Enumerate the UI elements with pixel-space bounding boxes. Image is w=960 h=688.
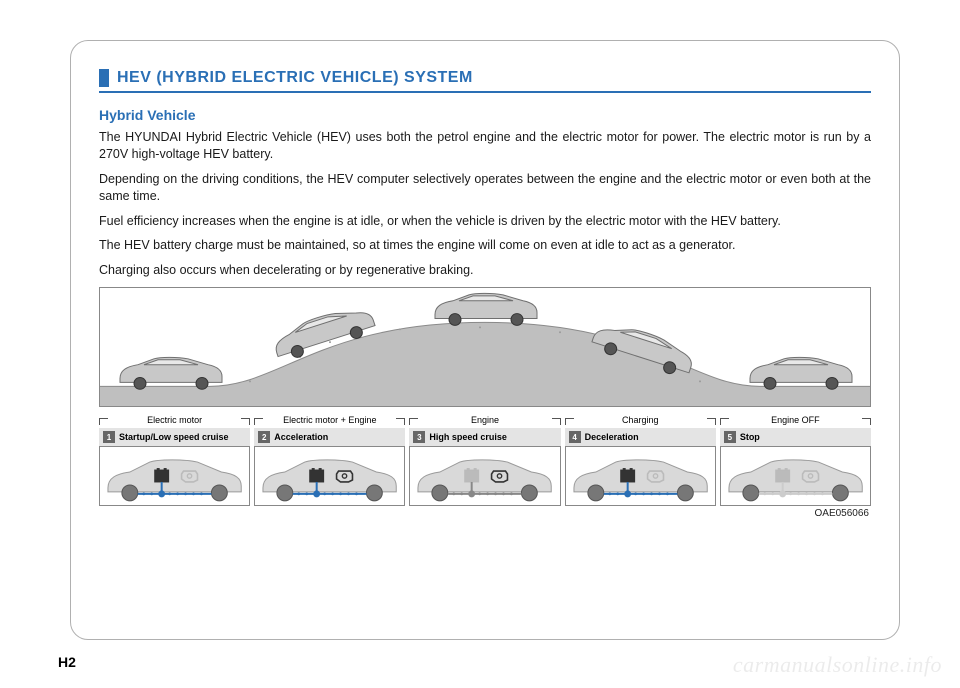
stage-cell: Electric motor + Engine 2 Acceleration: [254, 413, 405, 506]
stage-title: 4 Deceleration: [565, 428, 716, 446]
section-header: HEV (HYBRID ELECTRIC VEHICLE) SYSTEM: [99, 69, 871, 87]
stage-diagram: [720, 446, 871, 506]
page-number: H2: [58, 654, 76, 670]
stage-number-icon: 2: [258, 431, 270, 443]
stage-number-icon: 5: [724, 431, 736, 443]
stage-cell: Engine 3 High speed cruise: [409, 413, 560, 506]
paragraph: The HEV battery charge must be maintaine…: [99, 237, 871, 254]
paragraph: Fuel efficiency increases when the engin…: [99, 213, 871, 230]
stage-mode-label: Charging: [565, 413, 716, 428]
stage-title: 2 Acceleration: [254, 428, 405, 446]
paragraph: The HYUNDAI Hybrid Electric Vehicle (HEV…: [99, 129, 871, 163]
stage-diagram: [99, 446, 250, 506]
stage-label-text: Stop: [740, 432, 760, 442]
section-title: HEV (HYBRID ELECTRIC VEHICLE) SYSTEM: [117, 69, 473, 87]
stage-mode-label: Electric motor + Engine: [254, 413, 405, 428]
image-reference-code: OAE056066: [99, 508, 871, 519]
stage-cell: Charging 4 Deceleration: [565, 413, 716, 506]
stage-diagram: [565, 446, 716, 506]
stage-row: Electric motor 1 Startup/Low speed cruis…: [99, 413, 871, 506]
header-mark-icon: [99, 69, 109, 87]
paragraph: Charging also occurs when decelerating o…: [99, 262, 871, 279]
stage-diagram: [409, 446, 560, 506]
stage-number-icon: 1: [103, 431, 115, 443]
paragraph: Depending on the driving conditions, the…: [99, 171, 871, 205]
stage-mode-label: Engine: [409, 413, 560, 428]
stage-cell: Engine OFF 5 Stop: [720, 413, 871, 506]
stage-label-text: Deceleration: [585, 432, 639, 442]
stage-mode-label: Engine OFF: [720, 413, 871, 428]
stage-title: 3 High speed cruise: [409, 428, 560, 446]
stage-number-icon: 4: [569, 431, 581, 443]
header-rule: [99, 91, 871, 93]
stage-title: 1 Startup/Low speed cruise: [99, 428, 250, 446]
stage-title: 5 Stop: [720, 428, 871, 446]
stage-label-text: Startup/Low speed cruise: [119, 432, 229, 442]
subsection-title: Hybrid Vehicle: [99, 107, 871, 123]
watermark: carmanualsonline.info: [733, 652, 942, 678]
stage-cell: Electric motor 1 Startup/Low speed cruis…: [99, 413, 250, 506]
page-frame: HEV (HYBRID ELECTRIC VEHICLE) SYSTEM Hyb…: [70, 40, 900, 640]
stage-label-text: Acceleration: [274, 432, 328, 442]
driving-profile-illustration: [99, 287, 871, 407]
stage-diagram: [254, 446, 405, 506]
stage-number-icon: 3: [413, 431, 425, 443]
stage-mode-label: Electric motor: [99, 413, 250, 428]
stage-label-text: High speed cruise: [429, 432, 507, 442]
